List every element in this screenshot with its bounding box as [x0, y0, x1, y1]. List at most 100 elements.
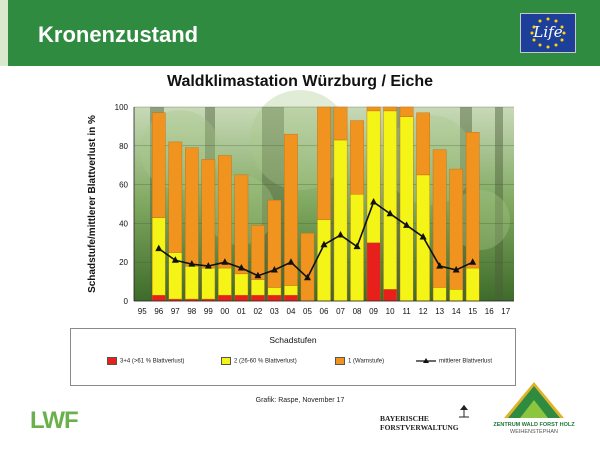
mean-point-11: [403, 221, 411, 228]
chart-title: Waldklimastation Würzburg / Eiche: [166, 73, 434, 90]
bar-segment-00-s0: [218, 294, 232, 302]
x-tick-label-04: 04: [287, 307, 296, 316]
bar-segment-10-s2: [383, 106, 397, 112]
legend-item-severe: 3+4 (>61 % Blattverlust): [107, 357, 184, 365]
x-tick-label-15: 15: [468, 307, 477, 316]
bar-segment-09-s2: [366, 106, 381, 112]
zentrum-triangle-icon: [504, 382, 564, 418]
bayerische-forstverwaltung-logo: BAYERISCHE FORSTVERWALTUNG: [380, 414, 490, 432]
legend-label-mean: mittlerer Blattverlust: [439, 358, 493, 365]
bar-segment-04-s2: [284, 133, 298, 286]
zentrum-text: ZENTRUM WALD FORST HOLZ WEIHENSTEPHAN: [488, 422, 580, 436]
x-tick-label-95: 95: [138, 307, 147, 316]
bar-segment-98-s1: [185, 265, 199, 300]
bar-segment-96-s1: [151, 217, 166, 296]
x-tick-label-07: 07: [336, 307, 345, 316]
x-tick-label-98: 98: [187, 307, 196, 316]
bf-line1: BAYERISCHE: [380, 414, 429, 423]
x-tick-label-10: 10: [386, 307, 395, 316]
y-tick-label-0: 0: [124, 297, 129, 306]
x-tick-label-96: 96: [154, 307, 163, 316]
zentrum-line2: WEIHENSTEPHAN: [510, 429, 558, 435]
bar-segment-03-s1: [267, 287, 282, 296]
bar-segment-01-s0: [234, 294, 249, 302]
header-stripe: [0, 0, 8, 66]
mean-point-09: [370, 198, 378, 205]
bar-segment-01-s1: [234, 273, 249, 296]
mean-point-06: [320, 240, 328, 248]
bar-segment-13-s1: [432, 287, 447, 302]
mean-point-01: [237, 264, 245, 271]
y-tick-label-80: 80: [119, 142, 128, 151]
bar-segment-02-s0: [251, 294, 265, 302]
foliage-blob: [450, 190, 510, 250]
bar-segment-07-s2: [333, 106, 348, 141]
x-tick-label-09: 09: [369, 307, 378, 316]
bar-segment-15-s1: [465, 267, 480, 302]
x-tick-label-11: 11: [402, 307, 411, 316]
legend-label-moderate: 2 (26-60 % Blattverlust): [234, 358, 297, 365]
mean-point-97: [171, 256, 179, 263]
x-tick-label-06: 06: [320, 307, 329, 316]
x-tick-label-02: 02: [253, 307, 262, 316]
forstverwaltung-mark-icon: [459, 405, 469, 418]
life-logo-text: Life: [533, 23, 563, 41]
bar-segment-03-s2: [267, 199, 282, 288]
mean-point-04: [287, 258, 295, 265]
legend-title: Schadstufen: [269, 335, 317, 345]
mean-point-12: [419, 232, 427, 240]
mean-point-08: [353, 242, 361, 250]
lwf-logo: LWF: [30, 407, 79, 434]
legend-label-warning: 1 (Warnstufe): [348, 358, 385, 365]
mean-point-10: [386, 209, 394, 217]
x-tick-label-17: 17: [501, 307, 510, 316]
bar-segment-02-s1: [251, 279, 265, 296]
mean-loss-line: [158, 200, 474, 280]
bar-segment-11-s2: [399, 106, 414, 117]
mean-point-96: [155, 244, 163, 252]
bar-segment-12-s2: [416, 112, 430, 176]
bar-segment-01-s2: [234, 174, 249, 275]
bar-segment-13-s2: [432, 149, 447, 288]
x-tick-label-03: 03: [270, 307, 279, 316]
mean-point-02: [254, 271, 262, 279]
zentrum-wald-forst-holz-logo: ZENTRUM WALD FORST HOLZ WEIHENSTEPHAN: [488, 380, 580, 435]
mean-point-14: [452, 265, 460, 273]
bar-segment-98-s2: [185, 147, 199, 267]
mean-point-15: [469, 258, 477, 265]
mean-point-98: [188, 260, 196, 267]
y-tick-label-40: 40: [119, 219, 128, 228]
mean-point-03: [270, 265, 278, 273]
x-tick-label-97: 97: [171, 307, 180, 316]
bar-segment-14-s2: [449, 168, 463, 290]
bar-segment-96-s2: [151, 112, 166, 218]
mean-point-05: [303, 273, 311, 281]
bar-segment-99-s1: [201, 267, 216, 300]
bar-segment-07-s1: [333, 139, 348, 302]
legend: Schadstufen 3+4 (>61 % Blattverlust) 2 (…: [70, 328, 516, 386]
bar-segment-09-s1: [366, 110, 381, 243]
bar-segment-99-s2: [201, 159, 216, 269]
eu-stars-icon: [530, 17, 566, 49]
zentrum-line1: ZENTRUM WALD FORST HOLZ: [493, 422, 575, 428]
legend-item-warning: 1 (Warnstufe): [335, 357, 384, 365]
slide-header: Kronenzustand Life: [0, 0, 600, 66]
bar-segment-00-s1: [218, 267, 232, 296]
y-tick-label-20: 20: [119, 258, 128, 267]
legend-label-severe: 3+4 (>61 % Blattverlust): [120, 358, 185, 365]
bar-segment-15-s2: [465, 132, 480, 269]
legend-swatch-yellow: [221, 357, 231, 365]
mean-point-99: [204, 262, 212, 269]
bar-segment-02-s2: [251, 225, 265, 280]
x-tick-label-13: 13: [435, 307, 444, 316]
stacked-bar-chart: 0 20 40 60 80 100 95 96 97 98 99 00 01 02 03 04 05 06 07 08…: [115, 90, 514, 316]
bar-segment-09-s0: [366, 242, 381, 302]
legend-swatch-red: [107, 357, 117, 365]
legend-item-mean-line: mittlerer Blattverlust: [416, 357, 492, 365]
bar-segment-06-s1: [317, 219, 331, 302]
bar-segment-04-s1: [284, 285, 298, 296]
x-tick-label-08: 08: [353, 307, 362, 316]
legend-item-moderate: 2 (26-60 % Blattverlust): [221, 357, 297, 365]
y-tick-label-100: 100: [115, 103, 129, 112]
bar-segment-08-s2: [350, 120, 364, 195]
